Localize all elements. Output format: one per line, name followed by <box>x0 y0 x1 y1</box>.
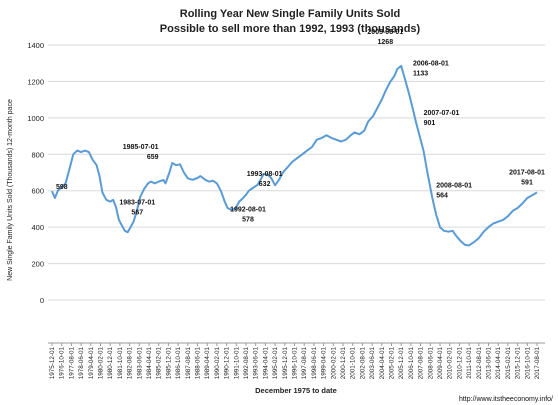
y-tick-label: 400 <box>31 223 44 232</box>
data-label: 659 <box>147 154 159 161</box>
x-tick-label: 1976-10-01 <box>59 347 66 380</box>
data-label: 567 <box>131 210 143 217</box>
gridlines <box>48 44 545 301</box>
annotations: 598 1985-07-01 659 1983-07-01 567 1992-08-01 5… <box>56 29 545 224</box>
x-tick-label: 1999-04-01 <box>321 347 328 380</box>
x-tick-label: 2011-10-01 <box>466 347 473 379</box>
y-axis-label: New Single Family Units Sold (Thousands)… <box>7 99 14 281</box>
x-tick-label: 1977-08-01 <box>68 347 75 380</box>
y-tick-label: 800 <box>31 150 44 159</box>
x-axis-label: December 1975 to date <box>255 386 337 395</box>
x-tick-label: 1996-10-01 <box>292 347 299 380</box>
series-layer <box>51 64 538 247</box>
data-label: 2006-08-01 <box>413 61 449 68</box>
x-tick-label: 1980-02-01 <box>98 347 105 380</box>
x-tick-label: 1991-10-01 <box>233 347 240 380</box>
data-label: 2005-08-01 <box>367 29 403 36</box>
x-tick-label: 1989-04-01 <box>204 347 211 380</box>
data-label: 1992-08-01 <box>230 207 266 214</box>
x-tick-label: 1995-12-01 <box>282 347 289 380</box>
x-tick-label: 2012-08-01 <box>476 347 483 380</box>
x-tick-label: 1985-12-01 <box>165 347 172 380</box>
x-tick-label: 1992-08-01 <box>243 347 250 380</box>
x-tick-label: 1978-06-01 <box>78 347 85 380</box>
x-tick-label: 2001-10-01 <box>350 347 357 380</box>
x-tick-label: 1988-06-01 <box>195 347 202 380</box>
x-tick-label: 2000-12-01 <box>340 347 347 380</box>
x-tick-label: 2005-12-01 <box>398 347 405 380</box>
data-label: 578 <box>242 217 254 224</box>
data-label: 1983-07-01 <box>119 200 155 207</box>
x-tick-label: 1987-08-01 <box>185 347 192 380</box>
x-tick-label: 2015-02-01 <box>505 347 512 380</box>
y-tick-label: 200 <box>31 260 44 269</box>
x-tick-label: 1997-08-01 <box>301 347 308 380</box>
data-label: 901 <box>424 120 436 127</box>
x-tick-label: 2004-04-01 <box>379 347 386 380</box>
x-tick-label: 2007-08-01 <box>418 347 425 380</box>
x-tick-label: 1990-02-01 <box>214 347 221 380</box>
series-line <box>51 64 538 247</box>
x-axis-ticks: 1975-12-01 1976-10-01 1977-08-01 1978-06-01… <box>49 343 541 379</box>
source-credit: http://www.itstheeconomy.info/ <box>459 396 553 403</box>
data-label: 2008-08-01 <box>436 182 472 189</box>
x-tick-label: 1983-06-01 <box>136 347 143 380</box>
data-label: 1133 <box>413 71 428 78</box>
data-label: 591 <box>521 179 533 186</box>
y-tick-label: 1000 <box>27 114 44 123</box>
x-tick-label: 2010-02-01 <box>447 347 454 380</box>
x-tick-label: 2003-06-01 <box>369 347 376 380</box>
x-tick-label: 2000-02-01 <box>330 347 337 380</box>
data-label: 2017-08-01 <box>509 169 545 176</box>
x-tick-label: 2015-12-01 <box>515 347 522 380</box>
y-tick-label: 600 <box>31 187 44 196</box>
x-tick-label: 1994-04-01 <box>262 347 269 380</box>
x-tick-label: 2009-04-01 <box>437 347 444 380</box>
chart-title: Rolling Year New Single Family Units Sol… <box>180 8 400 20</box>
x-tick-label: 2005-02-01 <box>389 347 396 380</box>
x-tick-label: 2008-06-01 <box>427 347 434 380</box>
x-tick-label: 1975-12-01 <box>49 347 56 380</box>
data-label: 1985-07-01 <box>123 144 159 151</box>
chart-subtitle: Possible to sell more than 1992, 1993 (t… <box>160 23 421 35</box>
data-label: 564 <box>436 192 448 199</box>
x-tick-label: 1981-10-01 <box>117 347 124 380</box>
x-tick-label: 1979-04-01 <box>88 347 95 380</box>
y-axis-ticks: 0 200 400 600 800 1000 1200 1400 <box>27 41 44 305</box>
x-tick-label: 1998-06-01 <box>311 347 318 380</box>
data-label: 2007-07-01 <box>424 110 460 117</box>
x-tick-label: 1986-10-01 <box>175 347 182 380</box>
data-label: 1993-08-01 <box>247 171 283 178</box>
data-label: 1268 <box>378 39 394 46</box>
x-tick-label: 1995-02-01 <box>272 347 279 380</box>
data-label: 632 <box>259 181 271 188</box>
x-tick-label: 2014-04-01 <box>495 347 502 380</box>
x-tick-label: 1980-12-01 <box>107 347 114 380</box>
y-tick-label: 1400 <box>27 41 44 50</box>
x-tick-label: 1984-04-01 <box>146 347 153 380</box>
y-tick-label: 0 <box>40 296 44 305</box>
x-tick-label: 1990-12-01 <box>224 347 231 380</box>
x-tick-label: 2006-10-01 <box>408 347 415 380</box>
y-tick-label: 1200 <box>27 77 44 86</box>
x-tick-label: 2016-10-01 <box>524 347 531 380</box>
x-tick-label: 1982-08-01 <box>127 347 134 380</box>
x-tick-label: 2013-06-01 <box>486 347 493 380</box>
x-tick-label: 1985-02-01 <box>156 347 163 380</box>
x-tick-label: 2017-08-01 <box>534 347 541 380</box>
x-tick-label: 2010-12-01 <box>456 347 463 380</box>
x-tick-label: 1993-06-01 <box>253 347 260 380</box>
data-label: 598 <box>56 184 68 191</box>
x-tick-label: 2002-08-01 <box>359 347 366 380</box>
